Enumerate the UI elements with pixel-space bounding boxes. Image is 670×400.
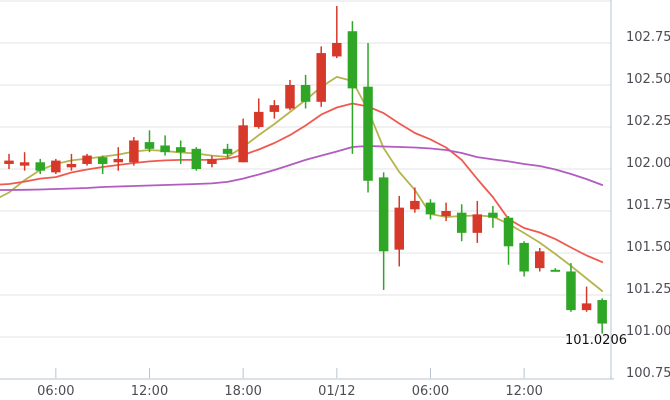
candle-body <box>363 86 373 181</box>
candle-body <box>175 147 186 153</box>
x-axis-label: 01/12 <box>318 384 355 399</box>
candle-body <box>519 242 529 272</box>
x-axis-label: 18:00 <box>224 384 261 399</box>
candle-body <box>597 300 607 324</box>
candle-body <box>160 145 170 153</box>
candle-body <box>566 271 576 311</box>
last-price-label: 101.0206 <box>564 333 627 348</box>
candle-body <box>456 212 467 233</box>
candle-body <box>191 148 202 169</box>
x-axis-label: 06:00 <box>412 384 449 399</box>
candle-body <box>378 177 389 252</box>
candle-body <box>254 111 264 127</box>
x-axis-label: 12:00 <box>131 384 168 399</box>
x-axis-label: 12:00 <box>505 384 542 399</box>
candle-body <box>394 207 404 250</box>
candle-body <box>144 142 155 149</box>
candle-body <box>332 43 342 57</box>
y-axis-label: 101.75 <box>626 198 670 213</box>
candle-body <box>410 200 420 210</box>
candle-body <box>550 269 561 272</box>
candle-body <box>347 31 358 89</box>
candle-body <box>4 160 14 164</box>
candle-body <box>19 162 30 166</box>
candle-body <box>113 158 124 163</box>
candle-body <box>425 202 436 215</box>
x-axis-label: 06:00 <box>37 384 74 399</box>
candle-body <box>441 211 451 217</box>
candle-body <box>269 105 280 112</box>
candle-body <box>534 251 545 269</box>
candle-body <box>300 85 311 102</box>
candle-body <box>207 158 217 164</box>
candle-body <box>222 148 233 154</box>
candle-body <box>316 53 326 102</box>
candle-body <box>51 160 61 173</box>
ma-slow-line <box>0 145 604 191</box>
y-axis-label: 102.50 <box>626 72 670 87</box>
y-axis-label: 102.25 <box>626 114 670 129</box>
y-axis-label: 101.50 <box>626 240 670 255</box>
y-axis-label: 100.75 <box>626 366 670 381</box>
candle-body <box>472 214 483 233</box>
candle-body <box>488 212 498 218</box>
candle-body <box>581 303 592 311</box>
candle-body <box>129 140 139 163</box>
y-axis-label: 101.00 <box>626 324 670 339</box>
ma-mid-line <box>0 102 604 263</box>
candle-body <box>82 155 92 164</box>
candle-body <box>66 163 77 168</box>
ma-fast-line <box>0 76 604 292</box>
y-axis-label: 101.25 <box>626 282 670 297</box>
candle-body <box>238 125 248 163</box>
candle-body <box>35 162 45 171</box>
y-axis-label: 102.75 <box>626 30 670 45</box>
candle-body <box>503 217 514 247</box>
y-axis-label: 102.00 <box>626 156 670 171</box>
candle-body <box>285 85 295 109</box>
candle-body <box>97 157 108 164</box>
